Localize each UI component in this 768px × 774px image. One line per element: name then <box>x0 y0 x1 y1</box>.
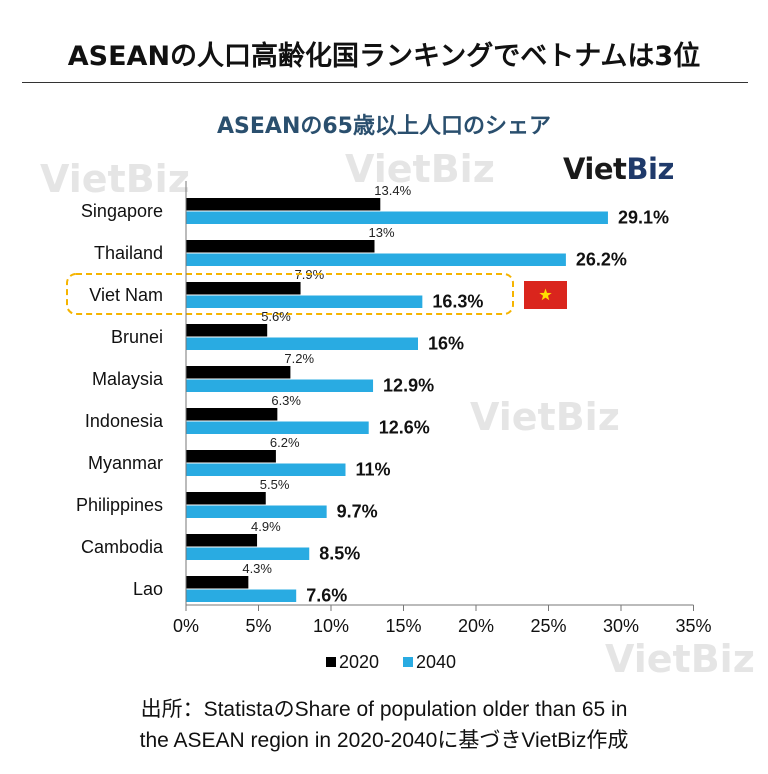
x-tick-label: 10% <box>313 616 349 636</box>
category-label: Indonesia <box>85 411 164 431</box>
bar-2040 <box>186 295 423 308</box>
bar-2040 <box>186 379 374 392</box>
x-tick-label: 25% <box>530 616 566 636</box>
data-label-2040: 12.9% <box>383 376 434 396</box>
highlight-box <box>66 273 514 315</box>
bar-2040 <box>186 463 346 476</box>
bar-2020 <box>186 534 258 547</box>
data-label-2040: 8.5% <box>319 544 360 564</box>
bar-2020 <box>186 366 291 379</box>
legend-swatch-2020 <box>326 657 336 667</box>
bar-2040 <box>186 337 418 350</box>
source-line-2: the ASEAN region in 2020-2040に基づきVietBiz… <box>139 729 629 752</box>
bar-2020 <box>186 282 301 295</box>
watermark-4: VietBiz <box>605 637 755 681</box>
category-label: Malaysia <box>92 369 164 389</box>
legend-swatch-2040 <box>403 657 413 667</box>
source-note: 出所：StatistaのShare of population older th… <box>0 694 768 756</box>
legend-label-2020: 2020 <box>339 652 379 672</box>
x-tick-label: 15% <box>385 616 421 636</box>
data-label-2020: 6.3% <box>271 393 301 408</box>
category-label: Singapore <box>81 201 163 221</box>
data-label-2040: 26.2% <box>576 250 627 270</box>
bar-chart: VietBiz VietBizVietBizVietBizSingapore13.… <box>40 147 755 681</box>
data-label-2020: 5.6% <box>261 309 291 324</box>
watermark-1: VietBiz <box>40 157 190 201</box>
bar-2040 <box>186 421 369 434</box>
chart-title: ASEANの65歳以上人口のシェア <box>217 114 551 139</box>
watermark-2: VietBiz <box>345 147 495 191</box>
bar-2020 <box>186 408 278 421</box>
title-divider <box>22 82 748 83</box>
bar-2020 <box>186 576 249 589</box>
vietbiz-logo: VietBiz <box>563 152 674 186</box>
data-label-2040: 11% <box>356 460 391 480</box>
x-tick-label: 30% <box>603 616 639 636</box>
x-tick-label: 20% <box>458 616 494 636</box>
data-label-2040: 7.6% <box>306 586 347 606</box>
data-label-2020: 5.5% <box>260 477 290 492</box>
x-tick-label: 0% <box>173 616 199 636</box>
bar-2020 <box>186 198 381 211</box>
page-title: ASEANの人口高齢化国ランキングでベトナムは3位 <box>67 41 701 72</box>
category-label: Lao <box>133 579 163 599</box>
data-label-2040: 12.6% <box>379 418 430 438</box>
logo-part-2: Biz <box>626 152 674 186</box>
bar-2020 <box>186 450 276 463</box>
logo-part-1: Viet <box>563 152 627 186</box>
watermark-3: VietBiz <box>470 395 620 439</box>
category-label: Philippines <box>76 495 163 515</box>
data-label-2020: 4.9% <box>251 519 281 534</box>
source-line-1: 出所：StatistaのShare of population older th… <box>140 698 628 721</box>
data-label-2040: 16% <box>428 334 464 354</box>
data-label-2020: 7.2% <box>284 351 314 366</box>
bar-2040 <box>186 589 297 602</box>
category-label: Cambodia <box>81 537 164 557</box>
data-label-2020: 4.3% <box>242 561 272 576</box>
flag-star-icon <box>539 288 552 301</box>
category-label: Thailand <box>94 243 163 263</box>
data-label-2040: 9.7% <box>337 502 378 522</box>
legend-label-2040: 2040 <box>416 652 456 672</box>
x-tick-label: 5% <box>245 616 271 636</box>
data-label-2020: 13.4% <box>374 183 411 198</box>
bar-2020 <box>186 492 266 505</box>
data-label-2040: 29.1% <box>618 208 669 228</box>
bar-2020 <box>186 324 268 337</box>
category-label: Myanmar <box>88 453 163 473</box>
bar-2020 <box>186 240 375 253</box>
bar-2040 <box>186 253 566 266</box>
category-label: Brunei <box>111 327 163 347</box>
category-label: Viet Nam <box>89 285 163 305</box>
x-tick-label: 35% <box>675 616 711 636</box>
data-label-2020: 13% <box>369 225 395 240</box>
bar-2040 <box>186 547 310 560</box>
data-label-2040: 16.3% <box>432 292 483 312</box>
data-label-2020: 6.2% <box>270 435 300 450</box>
bar-2040 <box>186 211 608 224</box>
bar-2040 <box>186 505 327 518</box>
